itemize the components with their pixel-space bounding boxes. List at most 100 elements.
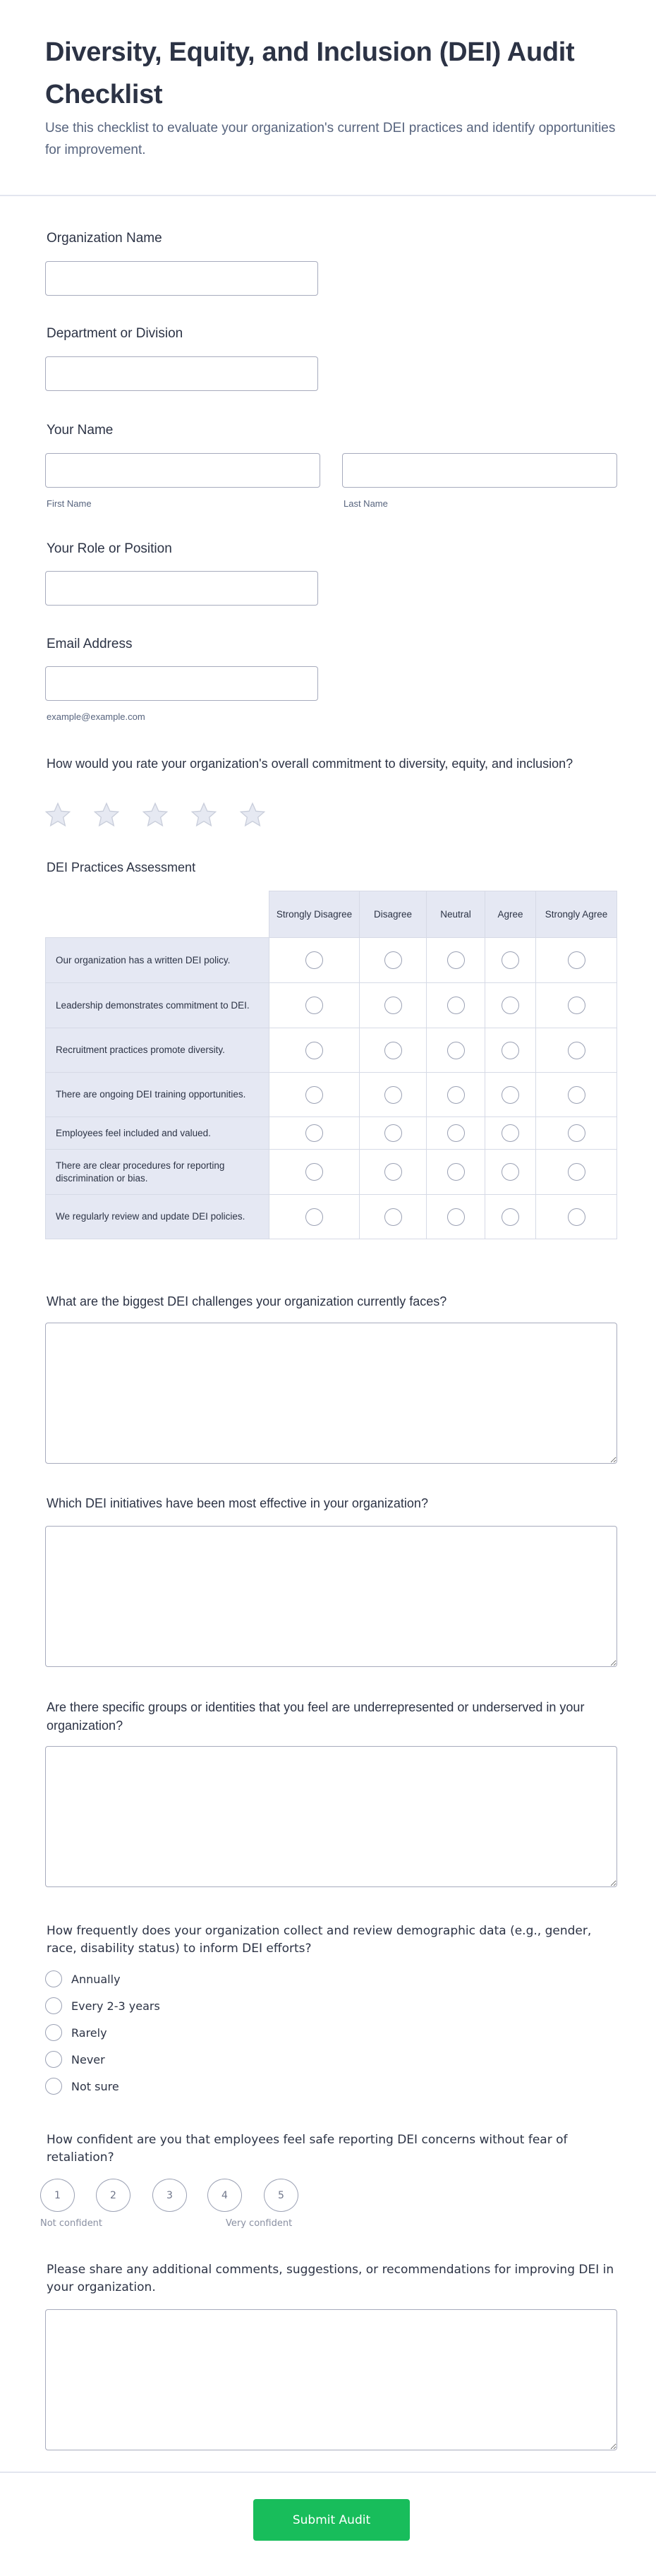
- matrix-radio[interactable]: [305, 1085, 323, 1104]
- footer-divider: [0, 2472, 656, 2473]
- scale-option[interactable]: 5: [264, 2179, 298, 2212]
- matrix-cell: [485, 1149, 536, 1195]
- matrix-cell: [359, 1194, 427, 1239]
- scale-option[interactable]: 1: [40, 2179, 75, 2212]
- matrix-radio[interactable]: [447, 1085, 465, 1104]
- radio-button[interactable]: [45, 2078, 62, 2095]
- matrix-radio[interactable]: [447, 1208, 465, 1226]
- option-label: Annually: [71, 1972, 121, 1986]
- option-label: Every 2-3 years: [71, 1999, 160, 2013]
- challenges-textarea[interactable]: [45, 1323, 617, 1464]
- matrix-radio[interactable]: [502, 951, 519, 969]
- frequency-option[interactable]: Never: [45, 2050, 105, 2069]
- radio-button[interactable]: [45, 2051, 62, 2068]
- matrix-radio[interactable]: [502, 997, 519, 1014]
- matrix-radio[interactable]: [447, 1163, 465, 1181]
- matrix-row-label: We regularly review and update DEI polic…: [45, 1194, 269, 1239]
- department-input[interactable]: [45, 356, 318, 391]
- matrix-cell: [535, 1072, 617, 1117]
- matrix-radio[interactable]: [384, 1124, 402, 1142]
- matrix-cell: [426, 982, 485, 1028]
- matrix-radio[interactable]: [447, 951, 465, 969]
- matrix-cell: [485, 937, 536, 983]
- matrix-cell: [359, 982, 427, 1028]
- matrix-radio[interactable]: [384, 951, 402, 969]
- department-label: Department or Division: [47, 326, 183, 341]
- matrix-row: Our organization has a written DEI polic…: [45, 937, 617, 983]
- matrix-radio[interactable]: [502, 1041, 519, 1059]
- first-name-sublabel: First Name: [47, 498, 92, 509]
- matrix-radio[interactable]: [305, 1041, 323, 1059]
- initiatives-textarea[interactable]: [45, 1526, 617, 1667]
- frequency-option[interactable]: Rarely: [45, 2023, 107, 2042]
- matrix-cell: [426, 937, 485, 983]
- matrix-radio[interactable]: [567, 1085, 585, 1104]
- matrix-cell: [485, 1028, 536, 1073]
- org-name-input[interactable]: [45, 261, 318, 296]
- matrix-cell: [485, 1194, 536, 1239]
- matrix-row: Recruitment practices promote diversity.: [45, 1028, 617, 1073]
- matrix-radio[interactable]: [305, 1124, 323, 1142]
- underrepresented-textarea[interactable]: [45, 1746, 617, 1887]
- comments-textarea[interactable]: [45, 2309, 617, 2450]
- star-icon[interactable]: [238, 801, 267, 829]
- frequency-option[interactable]: Every 2-3 years: [45, 1997, 160, 2015]
- matrix-title: DEI Practices Assessment: [47, 860, 196, 874]
- matrix-radio[interactable]: [567, 951, 585, 969]
- page-subtitle: Use this checklist to evaluate your orga…: [45, 121, 616, 157]
- matrix-radio[interactable]: [502, 1208, 519, 1226]
- matrix-radio[interactable]: [447, 1041, 465, 1059]
- matrix-cell: [359, 1028, 427, 1073]
- radio-button[interactable]: [45, 2024, 62, 2041]
- radio-button[interactable]: [45, 1970, 62, 1987]
- matrix-radio[interactable]: [447, 1124, 465, 1142]
- first-name-input[interactable]: [45, 453, 320, 488]
- matrix-cell: [426, 1117, 485, 1150]
- matrix-radio[interactable]: [305, 951, 323, 969]
- matrix-radio[interactable]: [502, 1163, 519, 1181]
- matrix-radio[interactable]: [384, 1208, 402, 1226]
- matrix-cell: [535, 1194, 617, 1239]
- matrix-radio[interactable]: [305, 1208, 323, 1226]
- matrix-radio[interactable]: [502, 1085, 519, 1104]
- matrix-column-header: Agree: [485, 891, 536, 938]
- star-icon[interactable]: [92, 801, 121, 829]
- matrix-radio[interactable]: [384, 997, 402, 1014]
- matrix-radio[interactable]: [567, 1208, 585, 1226]
- matrix-radio[interactable]: [502, 1124, 519, 1142]
- matrix-radio[interactable]: [384, 1041, 402, 1059]
- star-icon[interactable]: [190, 801, 218, 829]
- last-name-input[interactable]: [342, 453, 617, 488]
- scale-option[interactable]: 3: [152, 2179, 187, 2212]
- star-icon[interactable]: [44, 801, 72, 829]
- matrix-radio[interactable]: [567, 1124, 585, 1142]
- frequency-option[interactable]: Annually: [45, 1970, 121, 1988]
- matrix-radio[interactable]: [567, 1163, 585, 1181]
- star-icon[interactable]: [141, 801, 169, 829]
- role-input[interactable]: [45, 571, 318, 606]
- matrix-radio[interactable]: [384, 1163, 402, 1181]
- matrix-cell: [426, 1028, 485, 1073]
- matrix-radio[interactable]: [384, 1085, 402, 1104]
- matrix-row: Employees feel included and valued.: [45, 1117, 617, 1150]
- matrix-radio[interactable]: [305, 997, 323, 1014]
- matrix-cell: [359, 1149, 427, 1195]
- matrix-radio[interactable]: [447, 997, 465, 1014]
- matrix-radio[interactable]: [567, 1041, 585, 1059]
- matrix-row-label: There are ongoing DEI training opportuni…: [45, 1072, 269, 1117]
- matrix-radio[interactable]: [305, 1163, 323, 1181]
- scale-option[interactable]: 2: [96, 2179, 130, 2212]
- matrix-column-header: Disagree: [359, 891, 427, 938]
- submit-audit-button[interactable]: Submit Audit: [253, 2499, 410, 2541]
- matrix-radio[interactable]: [567, 997, 585, 1014]
- frequency-option[interactable]: Not sure: [45, 2077, 119, 2095]
- matrix-row-label: Leadership demonstrates commitment to DE…: [45, 982, 269, 1028]
- email-input[interactable]: [45, 666, 318, 701]
- matrix-cell: [535, 937, 617, 983]
- scale-option[interactable]: 4: [207, 2179, 242, 2212]
- option-label: Rarely: [71, 2026, 107, 2040]
- matrix-row: We regularly review and update DEI polic…: [45, 1194, 617, 1239]
- matrix-cell: [485, 982, 536, 1028]
- radio-button[interactable]: [45, 1997, 62, 2014]
- matrix-cell: [269, 1149, 360, 1195]
